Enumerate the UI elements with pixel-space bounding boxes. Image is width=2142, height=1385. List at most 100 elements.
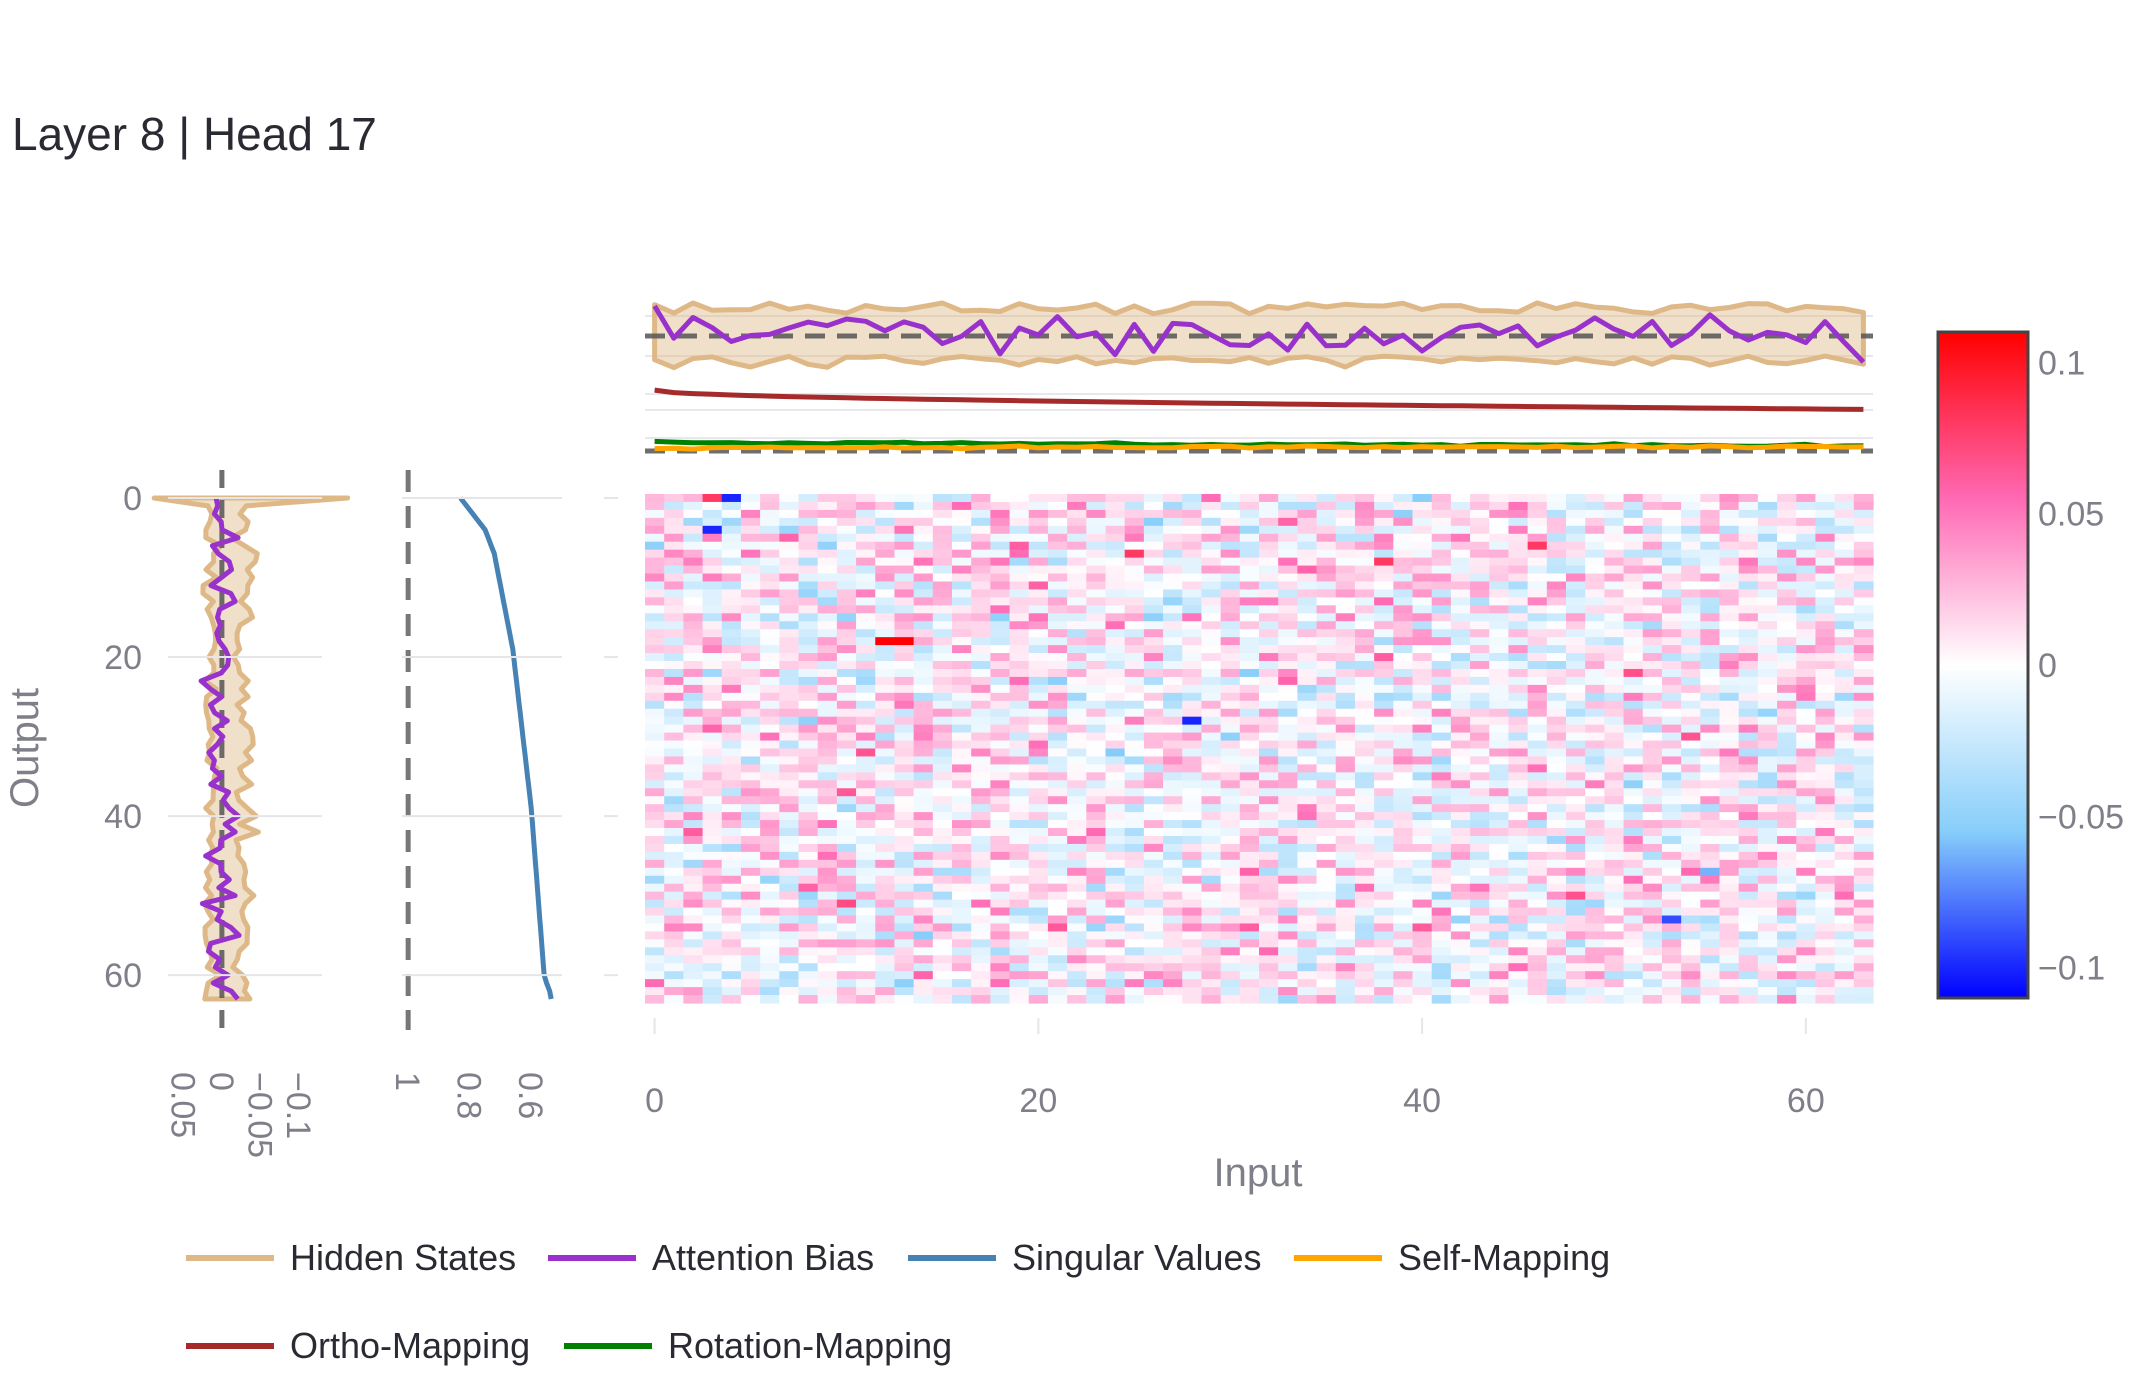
heatmap-cell — [1585, 891, 1605, 901]
heatmap-cell — [1623, 517, 1644, 527]
heatmap-cell — [894, 820, 915, 829]
heatmap-cell — [1719, 637, 1740, 646]
heatmap-cell — [1297, 732, 1318, 742]
heatmap-cell — [836, 661, 857, 670]
legend-item-ortho-mapping: Ortho-Mapping — [186, 1325, 530, 1366]
heatmap-cell — [817, 732, 838, 742]
heatmap-cell — [760, 955, 780, 964]
heatmap-cell — [779, 812, 800, 821]
heatmap-cell — [1412, 613, 1433, 622]
heatmap-cell — [1105, 891, 1126, 901]
heatmap-cell — [740, 875, 761, 885]
heatmap-cell — [1393, 621, 1414, 630]
heatmap-cell — [1201, 804, 1222, 813]
heatmap-cell — [1028, 907, 1049, 917]
heatmap-cell — [1220, 708, 1241, 718]
heatmap-cell — [1546, 987, 1567, 996]
heatmap-cell — [894, 509, 915, 519]
heatmap-cell — [1489, 668, 1510, 678]
heatmap-cell — [740, 637, 761, 646]
heatmap-cell — [1220, 621, 1241, 630]
heatmap-cell — [856, 963, 876, 972]
heatmap-cell — [721, 835, 742, 845]
heatmap-cell — [664, 963, 684, 972]
heatmap-cell — [971, 613, 991, 622]
heatmap-cell — [1470, 700, 1490, 710]
heatmap-cell — [1354, 684, 1375, 694]
heatmap-cell — [1354, 716, 1375, 726]
heatmap-cell — [1777, 748, 1797, 758]
heatmap-cell — [1201, 653, 1222, 662]
heatmap-cell — [932, 883, 953, 893]
heatmap-cell — [1450, 931, 1471, 940]
heatmap-cell — [1681, 557, 1701, 567]
heatmap-cell — [1757, 533, 1778, 543]
heatmap-cell — [1182, 764, 1203, 773]
heatmap-cell — [971, 851, 991, 861]
heatmap-cell — [779, 971, 800, 980]
heatmap-cell — [1604, 796, 1625, 805]
heatmap-cell — [1316, 923, 1337, 933]
heatmap-cell — [740, 907, 761, 917]
heatmap-cell — [1393, 573, 1414, 583]
heatmap-cell — [740, 772, 761, 781]
heatmap-cell — [1220, 955, 1241, 964]
heatmap-cell — [798, 915, 819, 925]
heatmap-cell — [1738, 899, 1759, 909]
heatmap-cell — [1009, 565, 1030, 575]
heatmap-cell — [894, 525, 915, 535]
heatmap-cell — [875, 597, 896, 606]
heatmap-cell — [1623, 668, 1644, 678]
heatmap-cell — [1431, 549, 1452, 559]
heatmap-cell — [1412, 812, 1433, 821]
heatmap-cell — [1124, 748, 1145, 758]
heatmap-cell — [1163, 589, 1183, 598]
heatmap-cell — [1566, 605, 1586, 614]
heatmap-cell — [990, 501, 1011, 511]
heatmap-cell — [1335, 891, 1356, 901]
heatmap-cell — [1719, 748, 1740, 758]
heatmap-cell — [1047, 939, 1068, 948]
heatmap-cell — [1796, 764, 1817, 773]
heatmap-cell — [1163, 645, 1183, 654]
heatmap-cell — [1719, 979, 1740, 988]
heatmap-cell — [1661, 692, 1682, 702]
heatmap-cell — [1489, 708, 1510, 718]
heatmap-cell — [645, 915, 665, 925]
heatmap-cell — [1143, 724, 1164, 734]
heatmap-cell — [856, 684, 876, 694]
heatmap-cell — [894, 931, 915, 940]
heatmap-cell — [1220, 716, 1241, 726]
heatmap-cell — [836, 931, 857, 940]
heatmap-cell — [798, 764, 819, 773]
heatmap-cell — [1757, 692, 1778, 702]
heatmap-cell — [1853, 501, 1874, 511]
heatmap-cell — [1067, 653, 1087, 662]
heatmap-cell — [740, 859, 761, 869]
heatmap-cell — [894, 772, 915, 781]
heatmap-cell — [721, 851, 742, 861]
heatmap-cell — [1086, 621, 1107, 630]
heatmap-cell — [875, 859, 896, 869]
heatmap-cell — [683, 748, 704, 758]
heatmap-cell — [1450, 581, 1471, 591]
heatmap-cell — [1374, 708, 1394, 718]
heatmap-cell — [1009, 557, 1030, 567]
heatmap-cell — [1163, 533, 1183, 543]
heatmap-cell — [1796, 517, 1817, 527]
heatmap-cell — [990, 939, 1011, 948]
heatmap-cell — [1757, 557, 1778, 567]
heatmap-cell — [664, 939, 684, 948]
heatmap-cell — [1661, 828, 1682, 837]
heatmap-cell — [1086, 589, 1107, 598]
heatmap-cell — [1067, 788, 1087, 797]
heatmap-cell — [1105, 661, 1126, 670]
heatmap-cell — [1335, 979, 1356, 988]
heatmap-cell — [1297, 812, 1318, 821]
heatmap-cell — [798, 645, 819, 654]
heatmap-cell — [683, 828, 704, 837]
heatmap-cell — [760, 820, 780, 829]
heatmap-cell — [1067, 740, 1087, 750]
heatmap-cell — [1374, 549, 1394, 559]
heatmap-cell — [1086, 931, 1107, 940]
